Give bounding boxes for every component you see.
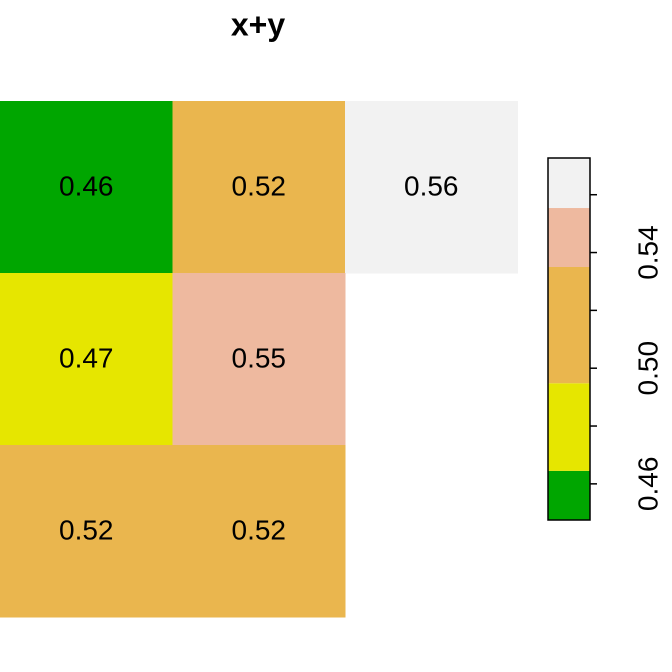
cell-label: 0.52 bbox=[232, 170, 287, 201]
cell-label: 0.52 bbox=[59, 514, 114, 545]
cell-label: 0.47 bbox=[59, 342, 114, 373]
legend-tick-label: 0.54 bbox=[632, 225, 663, 279]
legend-swatch bbox=[548, 383, 590, 471]
cell bbox=[172, 273, 346, 446]
cell-label: 0.56 bbox=[404, 170, 459, 201]
cell bbox=[172, 101, 346, 274]
legend-tick-label: 0.50 bbox=[632, 341, 663, 396]
chart-title: x+y bbox=[231, 6, 285, 42]
legend-swatch bbox=[548, 267, 590, 384]
legend-frame bbox=[547, 157, 591, 521]
legend-tick-label: 0.46 bbox=[632, 457, 663, 512]
cell bbox=[0, 101, 173, 274]
cell bbox=[172, 445, 346, 618]
legend-swatch bbox=[548, 470, 590, 520]
cell bbox=[345, 101, 518, 274]
legend-swatch bbox=[548, 208, 590, 268]
cell-label: 0.46 bbox=[59, 170, 114, 201]
legend-swatch bbox=[548, 158, 590, 209]
cell bbox=[0, 445, 173, 618]
cell bbox=[0, 273, 173, 446]
cell-label: 0.55 bbox=[232, 342, 287, 373]
cell-label: 0.52 bbox=[232, 514, 287, 545]
